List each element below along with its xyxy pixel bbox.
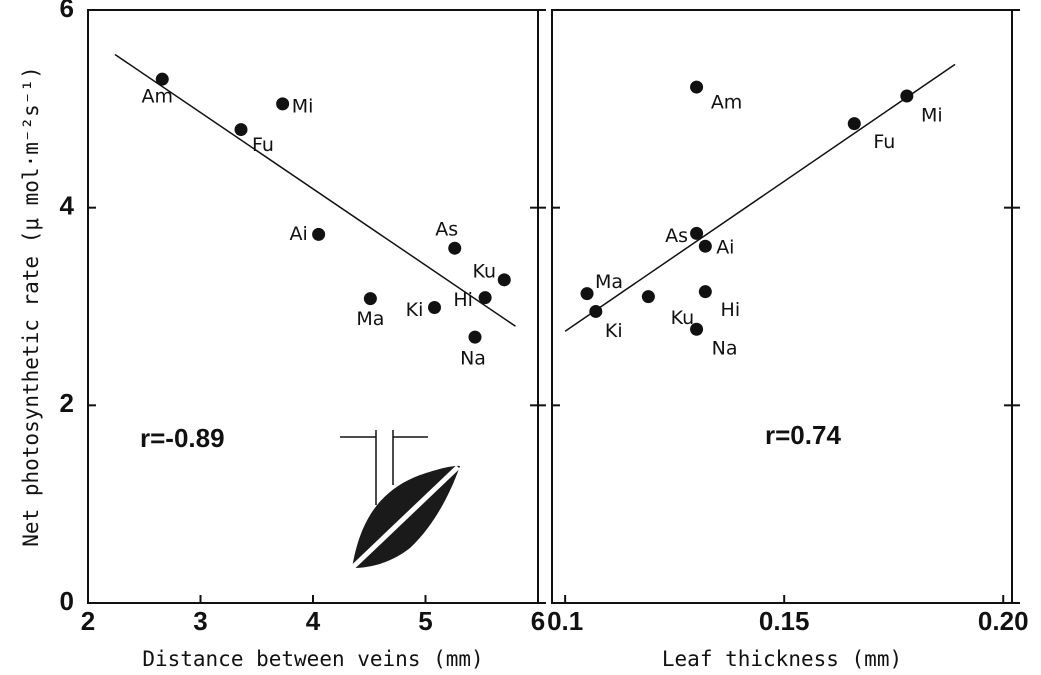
data-point <box>428 300 441 314</box>
data-point <box>698 239 712 253</box>
data-point <box>690 80 704 94</box>
point-label: Ai <box>716 237 734 259</box>
point-label: Ai <box>289 223 307 245</box>
plot-frame <box>551 9 1013 604</box>
y-tick-label: 0 <box>60 586 74 616</box>
point-label: Fu <box>873 131 895 153</box>
point-label: Ma <box>595 271 623 293</box>
correlation-annotation: r=0.74 <box>765 420 841 450</box>
x-tick-label: 3 <box>193 606 207 636</box>
correlation-annotation: r=-0.89 <box>140 423 225 453</box>
data-point <box>847 117 861 131</box>
point-label: Hi <box>721 299 741 321</box>
point-label: Mi <box>921 104 943 126</box>
data-point <box>497 273 511 287</box>
data-point <box>641 290 655 304</box>
data-point <box>580 287 594 301</box>
x-tick-label: 6 <box>531 606 545 636</box>
leaf-illustration <box>340 430 460 570</box>
point-label: Na <box>712 338 738 360</box>
data-point <box>448 241 462 255</box>
data-point <box>478 291 492 305</box>
point-label: As <box>435 219 458 241</box>
y-tick-label: 2 <box>60 388 74 418</box>
point-label: Ki <box>406 299 424 321</box>
data-point <box>363 292 377 306</box>
x-axis-label: Distance between veins (mm) <box>142 647 483 671</box>
x-tick-label: 4 <box>306 606 321 636</box>
point-label: Am <box>141 86 173 108</box>
point-label: Fu <box>252 134 274 156</box>
data-point <box>698 285 712 299</box>
data-point <box>589 304 603 318</box>
fit-line <box>564 63 956 332</box>
data-point <box>900 89 914 103</box>
point-label: Na <box>460 348 486 370</box>
leaf-midrib <box>350 465 460 570</box>
point-label: Mi <box>292 95 314 117</box>
x-tick-label: 5 <box>418 606 432 636</box>
data-point <box>155 72 169 86</box>
point-label: As <box>665 225 688 247</box>
point-label: Ku <box>671 307 695 329</box>
point-label: Hi <box>453 289 473 311</box>
data-point <box>276 97 290 111</box>
y-axis-label: Net photosynthetic rate (μ mol·m⁻²s⁻¹) <box>19 66 43 546</box>
fit-line <box>114 53 516 327</box>
data-point <box>690 226 704 240</box>
data-point <box>312 227 326 241</box>
data-point <box>690 322 704 336</box>
x-tick-label: 0.15 <box>759 606 810 636</box>
point-label: Ma <box>356 308 384 330</box>
y-tick-label: 4 <box>60 191 75 221</box>
point-label: Ku <box>472 260 496 282</box>
data-point <box>468 330 482 344</box>
y-tick-label: 6 <box>60 0 74 23</box>
x-axis-label: Leaf thickness (mm) <box>662 647 902 671</box>
x-tick-label: 0.1 <box>547 606 583 636</box>
data-point <box>234 123 248 137</box>
x-tick-label: 0.20 <box>978 606 1029 636</box>
point-label: Am <box>711 92 743 114</box>
point-label: Ki <box>605 320 623 342</box>
x-tick-label: 2 <box>81 606 95 636</box>
